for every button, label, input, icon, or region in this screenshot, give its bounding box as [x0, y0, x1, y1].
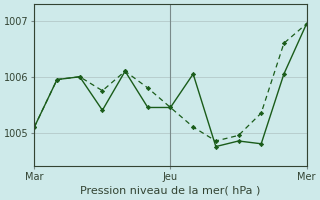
- X-axis label: Pression niveau de la mer( hPa ): Pression niveau de la mer( hPa ): [80, 186, 261, 196]
